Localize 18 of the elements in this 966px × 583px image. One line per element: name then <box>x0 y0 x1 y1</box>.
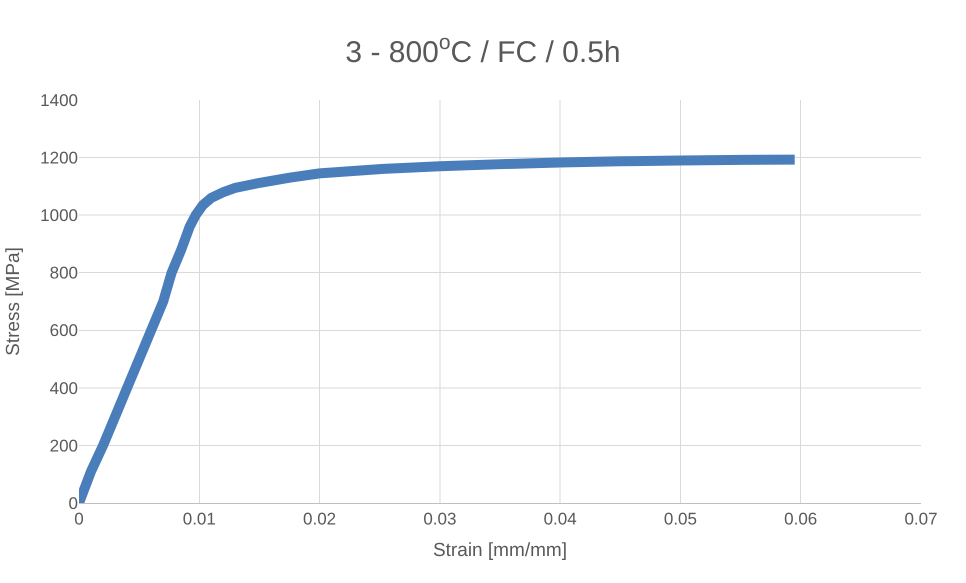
y-tick-label: 1400 <box>40 90 78 110</box>
y-tick-label: 1200 <box>40 148 78 168</box>
x-tick-label: 0.04 <box>544 509 577 528</box>
y-tick-label: 600 <box>50 321 78 340</box>
y-tick-label: 0 <box>68 494 78 513</box>
y-tick-label: 400 <box>50 378 78 398</box>
x-tick-label: 0.07 <box>904 509 938 528</box>
chart-title: 3 - 800$^{o}$C / FC / 0.5h <box>345 31 621 69</box>
y-tick-label: 800 <box>50 264 78 283</box>
y-tick-label: 1000 <box>40 206 78 226</box>
x-tick-label: 0.03 <box>423 509 456 528</box>
x-axis-title: Strain [mm/mm] <box>432 540 568 562</box>
x-tick-label: 0.05 <box>664 509 697 528</box>
x-tick-label: 0.01 <box>182 509 216 528</box>
y-tick-label: 200 <box>50 436 78 456</box>
y-axis-title: Stress [MPa] <box>3 247 24 356</box>
x-tick-label: 0.06 <box>784 509 818 528</box>
x-tick-label: 0.02 <box>303 509 336 528</box>
